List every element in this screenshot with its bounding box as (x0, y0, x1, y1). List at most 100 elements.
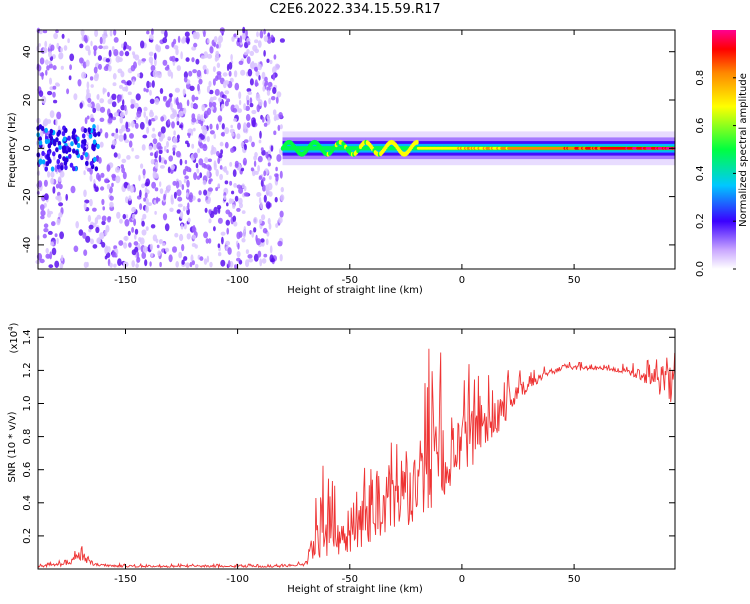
noise-speck (196, 69, 202, 78)
noise-speck (182, 36, 186, 42)
noise-speck (115, 175, 121, 184)
noise-speck (187, 202, 190, 210)
noise-speck (215, 169, 219, 177)
noise-speck (119, 111, 125, 118)
noise-speck (206, 107, 212, 115)
noise-speck (109, 30, 113, 37)
low-altitude-blob (93, 132, 98, 138)
noise-speck (159, 181, 162, 188)
noise-speck (207, 158, 212, 163)
noise-speck (134, 54, 140, 61)
noise-speck (134, 154, 140, 160)
noise-speck (87, 214, 92, 223)
noise-speck (175, 261, 179, 268)
noise-speck (124, 51, 130, 57)
noise-speck (182, 205, 186, 212)
noise-speck (201, 104, 205, 112)
noise-speck (184, 175, 189, 180)
noise-speck (168, 93, 173, 98)
noise-speck (107, 98, 113, 105)
noise-speck (209, 46, 214, 54)
noise-speck (102, 35, 107, 40)
low-altitude-blob (44, 138, 49, 145)
noise-speck (175, 48, 179, 56)
noise-speck (143, 106, 148, 112)
noise-speck (247, 254, 253, 259)
noise-speck (48, 51, 52, 58)
noise-speck (159, 239, 163, 245)
low-altitude-blob (38, 140, 43, 146)
noise-speck (164, 223, 170, 232)
noise-speck (249, 103, 254, 108)
noise-speck (253, 227, 257, 233)
noise-speck (109, 201, 114, 208)
noise-speck (178, 102, 183, 110)
noise-speck (162, 96, 167, 102)
low-altitude-blob (62, 156, 66, 162)
noise-speck (124, 139, 130, 144)
noise-speck (158, 149, 163, 154)
low-altitude-blob (87, 127, 91, 133)
noise-speck (42, 29, 48, 34)
noise-speck (139, 203, 143, 211)
low-altitude-blob (83, 127, 88, 134)
noise-speck (267, 118, 271, 124)
noise-speck (240, 167, 245, 172)
noise-speck (257, 40, 262, 48)
low-altitude-blob (50, 166, 55, 172)
noise-speck (58, 52, 63, 60)
noise-speck (130, 104, 135, 109)
noise-speck (264, 76, 268, 83)
noise-speck (150, 224, 156, 229)
noise-speck (195, 163, 199, 169)
noise-speck (134, 102, 139, 109)
noise-speck (132, 79, 135, 85)
noise-speck (157, 250, 161, 257)
low-altitude-blob (41, 159, 46, 165)
noise-speck (150, 65, 156, 72)
noise-speck (177, 196, 183, 202)
noise-speck (203, 189, 208, 196)
noise-speck (98, 157, 102, 164)
noise-speck (80, 29, 85, 37)
spectrogram-x-tick-label: 50 (568, 275, 581, 286)
noise-speck (273, 54, 277, 60)
noise-speck (58, 183, 63, 190)
noise-speck (90, 40, 93, 47)
noise-speck (217, 183, 221, 188)
noise-speck (109, 195, 114, 201)
noise-speck (126, 184, 131, 192)
noise-speck (135, 93, 141, 101)
noise-speck (223, 165, 228, 173)
noise-speck (267, 81, 273, 87)
noise-speck (183, 223, 187, 230)
noise-speck (270, 96, 276, 101)
low-altitude-blob (81, 133, 86, 139)
noise-speck (156, 142, 162, 150)
noise-speck (131, 147, 134, 152)
noise-speck (141, 220, 145, 227)
low-altitude-blob (62, 136, 67, 142)
noise-speck (123, 242, 128, 249)
noise-speck (141, 144, 146, 151)
noise-speck (238, 60, 244, 65)
spectrogram-y-label: Frequency (Hz) (7, 112, 18, 188)
noise-speck (267, 162, 271, 167)
noise-speck (152, 69, 158, 78)
noise-speck (146, 126, 150, 134)
noise-speck (267, 157, 271, 162)
noise-speck (149, 152, 154, 157)
noise-speck (253, 160, 257, 167)
noise-speck (45, 247, 49, 254)
noise-speck (102, 87, 105, 95)
noise-speck (191, 143, 195, 149)
noise-speck (61, 33, 65, 39)
noise-speck (209, 130, 215, 135)
noise-speck (169, 56, 173, 62)
noise-speck (213, 206, 218, 215)
noise-speck (162, 59, 168, 66)
noise-speck (103, 65, 109, 71)
noise-speck (228, 198, 233, 205)
noise-speck (118, 240, 124, 246)
noise-speck (85, 235, 91, 243)
